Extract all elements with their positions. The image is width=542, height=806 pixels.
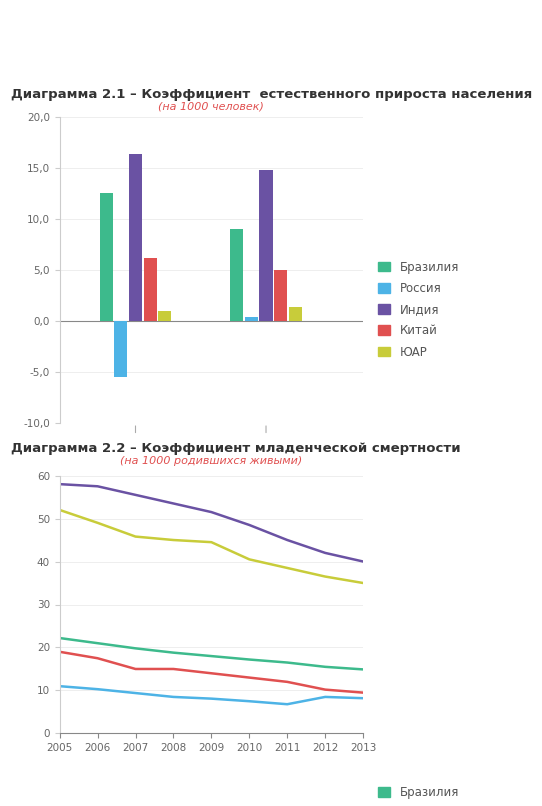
Bar (114, 321, 127, 377)
Bar (129, 154, 142, 321)
Bar (230, 229, 243, 321)
Text: (на 1000 родившихся живыми): (на 1000 родившихся живыми) (120, 456, 302, 466)
Legend: Бразилия, Россия, Индия, Китай, ЮАР: Бразилия, Россия, Индия, Китай, ЮАР (378, 260, 459, 359)
Text: Диаграмма 2.1 – Коэффициент  естественного прироста населения: Диаграмма 2.1 – Коэффициент естественног… (11, 88, 532, 101)
Bar (158, 311, 171, 321)
Bar (260, 170, 273, 321)
Text: (на 1000 человек): (на 1000 человек) (158, 102, 264, 111)
Bar (100, 193, 113, 321)
Bar (288, 307, 302, 321)
Legend: Бразилия, Россия, Индия, Китай, ЮАР: Бразилия, Россия, Индия, Китай, ЮАР (378, 786, 459, 806)
Text: 2005: 2005 (121, 668, 150, 678)
Bar (245, 317, 258, 321)
Text: 2013: 2013 (252, 668, 280, 678)
Text: Диаграмма 2.2 – Коэффициент младенческой смертности: Диаграмма 2.2 – Коэффициент младенческой… (11, 442, 461, 455)
Bar (144, 258, 157, 321)
Bar (274, 270, 287, 321)
